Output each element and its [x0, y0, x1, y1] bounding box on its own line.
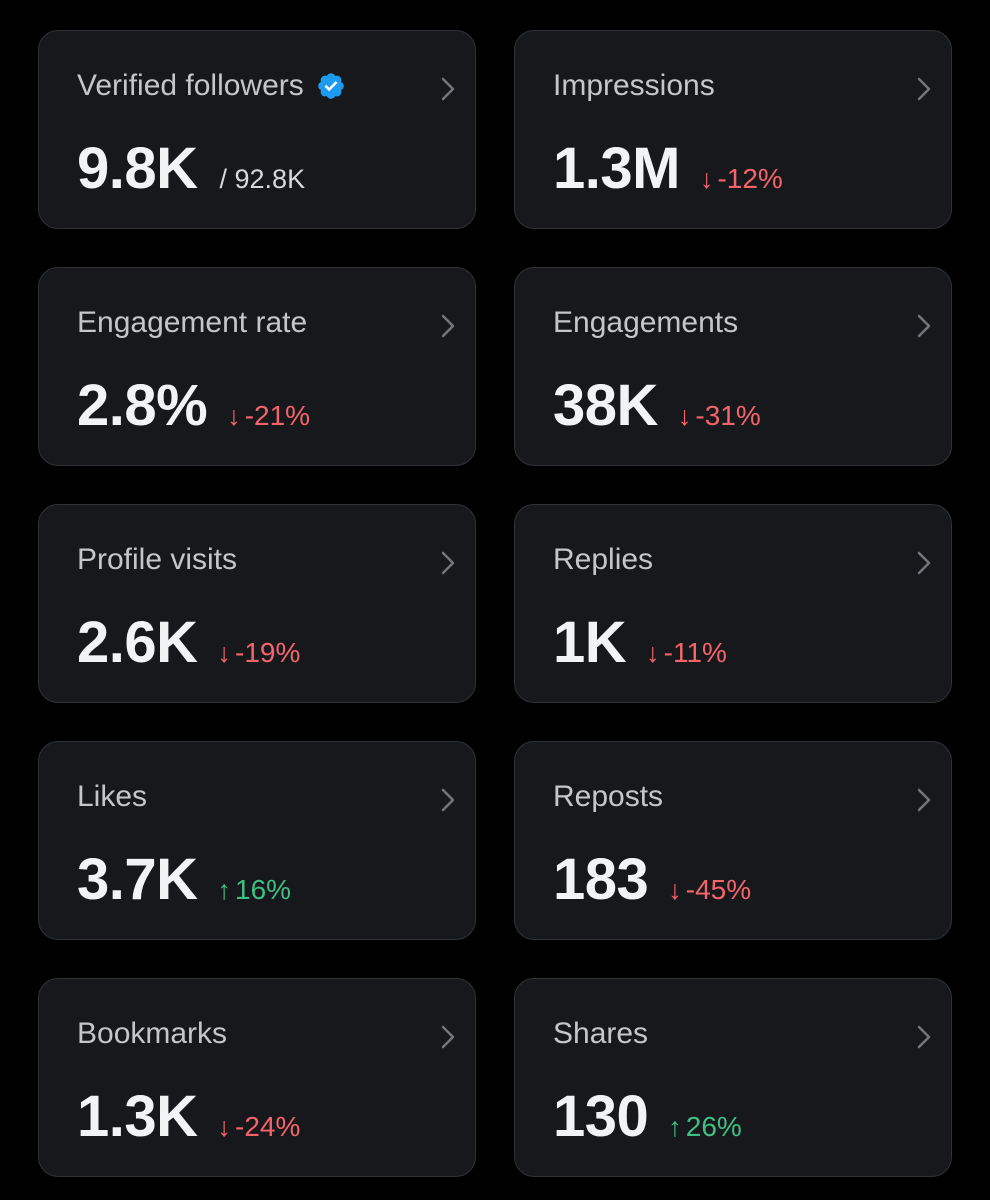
chevron-right-icon	[917, 77, 931, 101]
metric-change-value: -45%	[685, 874, 752, 905]
metric-value: 183	[553, 847, 649, 912]
arrow-up-icon: ↑	[217, 875, 232, 905]
arrow-down-icon: ↓	[217, 1112, 232, 1142]
metric-card-profile-visits[interactable]: Profile visits 2.6K ↓ -19%	[38, 504, 476, 703]
metric-value-row: 38K ↓ -31%	[553, 372, 761, 439]
metric-change-value: -24%	[235, 1111, 301, 1142]
chevron-right-icon	[441, 77, 455, 101]
metric-change-value: -21%	[244, 400, 311, 431]
arrow-down-icon: ↓	[677, 401, 692, 431]
metric-card-replies[interactable]: Replies 1K ↓ -11%	[514, 504, 952, 703]
metric-label: Reposts	[553, 780, 664, 813]
chevron-right-icon	[441, 551, 455, 575]
chevron-right-icon	[917, 314, 931, 338]
metric-card-engagement-rate[interactable]: Engagement rate 2.8% ↓ -21%	[38, 267, 476, 466]
metric-value: 1.3M	[553, 136, 680, 201]
metric-label: Profile visits	[77, 543, 238, 576]
metric-label: Shares	[553, 1017, 649, 1050]
metric-label: Verified followers	[77, 69, 304, 102]
arrow-up-icon: ↑	[668, 1112, 682, 1142]
chevron-right-icon	[441, 788, 455, 812]
analytics-metrics-grid: Verified followers 9.8K / 92.8K Impressi…	[38, 30, 952, 1177]
metric-value: 2.6K	[77, 610, 198, 675]
metric-value-row: 1K ↓ -11%	[553, 609, 727, 676]
metric-change: ↓ -24%	[218, 1111, 301, 1143]
metric-label: Engagements	[553, 306, 739, 339]
metric-change: ↑ 26%	[668, 1111, 742, 1143]
metric-label-row: Verified followers	[77, 69, 346, 103]
chevron-right-icon	[917, 551, 931, 575]
metric-label: Likes	[77, 780, 148, 813]
metric-change: ↓ -45%	[668, 874, 751, 906]
arrow-down-icon: ↓	[668, 875, 682, 905]
metric-change: ↓ -12%	[700, 163, 783, 195]
metric-value: 1K	[553, 610, 627, 675]
arrow-down-icon: ↓	[699, 164, 714, 194]
metric-value: 1.3K	[77, 1084, 198, 1149]
metric-change: ↓ -31%	[678, 400, 761, 432]
metric-value-row: 3.7K ↑ 16%	[77, 846, 291, 913]
metric-card-shares[interactable]: Shares 130 ↑ 26%	[514, 978, 952, 1177]
metric-value: 38K	[553, 373, 658, 438]
metric-change-value: 16%	[235, 874, 292, 905]
chevron-right-icon	[441, 1025, 455, 1049]
metric-card-reposts[interactable]: Reposts 183 ↓ -45%	[514, 741, 952, 940]
metric-card-likes[interactable]: Likes 3.7K ↑ 16%	[38, 741, 476, 940]
metric-value-row: 9.8K / 92.8K	[77, 135, 305, 202]
metric-value-row: 130 ↑ 26%	[553, 1083, 742, 1150]
metric-value-row: 183 ↓ -45%	[553, 846, 751, 913]
arrow-down-icon: ↓	[227, 401, 241, 431]
metric-card-verified-followers[interactable]: Verified followers 9.8K / 92.8K	[38, 30, 476, 229]
chevron-right-icon	[441, 314, 455, 338]
verified-badge-icon	[317, 73, 344, 99]
metric-change-value: -12%	[717, 163, 783, 194]
metric-change: ↓ -19%	[218, 637, 301, 669]
metric-value: 3.7K	[77, 847, 198, 912]
metric-total: / 92.8K	[219, 164, 306, 194]
metric-change: ↑ 16%	[218, 874, 292, 906]
metric-change: ↓ -11%	[646, 637, 727, 669]
metric-value: 9.8K	[77, 136, 198, 201]
metric-card-impressions[interactable]: Impressions 1.3M ↓ -12%	[514, 30, 952, 229]
chevron-right-icon	[917, 1025, 931, 1049]
metric-change-value: -19%	[235, 637, 301, 668]
metric-value-row: 1.3K ↓ -24%	[77, 1083, 300, 1150]
metric-label: Bookmarks	[77, 1017, 228, 1050]
metric-card-bookmarks[interactable]: Bookmarks 1.3K ↓ -24%	[38, 978, 476, 1177]
arrow-down-icon: ↓	[646, 638, 660, 668]
metric-change: ↓ -21%	[227, 400, 310, 432]
metric-change-value: 26%	[685, 1111, 742, 1142]
metric-change-value: -11%	[663, 637, 727, 668]
chevron-right-icon	[917, 788, 931, 812]
metric-card-engagements[interactable]: Engagements 38K ↓ -31%	[514, 267, 952, 466]
metric-change-value: -31%	[695, 400, 761, 431]
metric-value-row: 1.3M ↓ -12%	[553, 135, 783, 202]
metric-value: 2.8%	[77, 373, 208, 438]
metric-label: Engagement rate	[77, 306, 308, 339]
metric-value: 130	[553, 1084, 649, 1149]
metric-value-row: 2.6K ↓ -19%	[77, 609, 300, 676]
arrow-down-icon: ↓	[217, 638, 232, 668]
metric-value-row: 2.8% ↓ -21%	[77, 372, 310, 439]
metric-label: Replies	[553, 543, 654, 576]
metric-label: Impressions	[553, 69, 715, 102]
